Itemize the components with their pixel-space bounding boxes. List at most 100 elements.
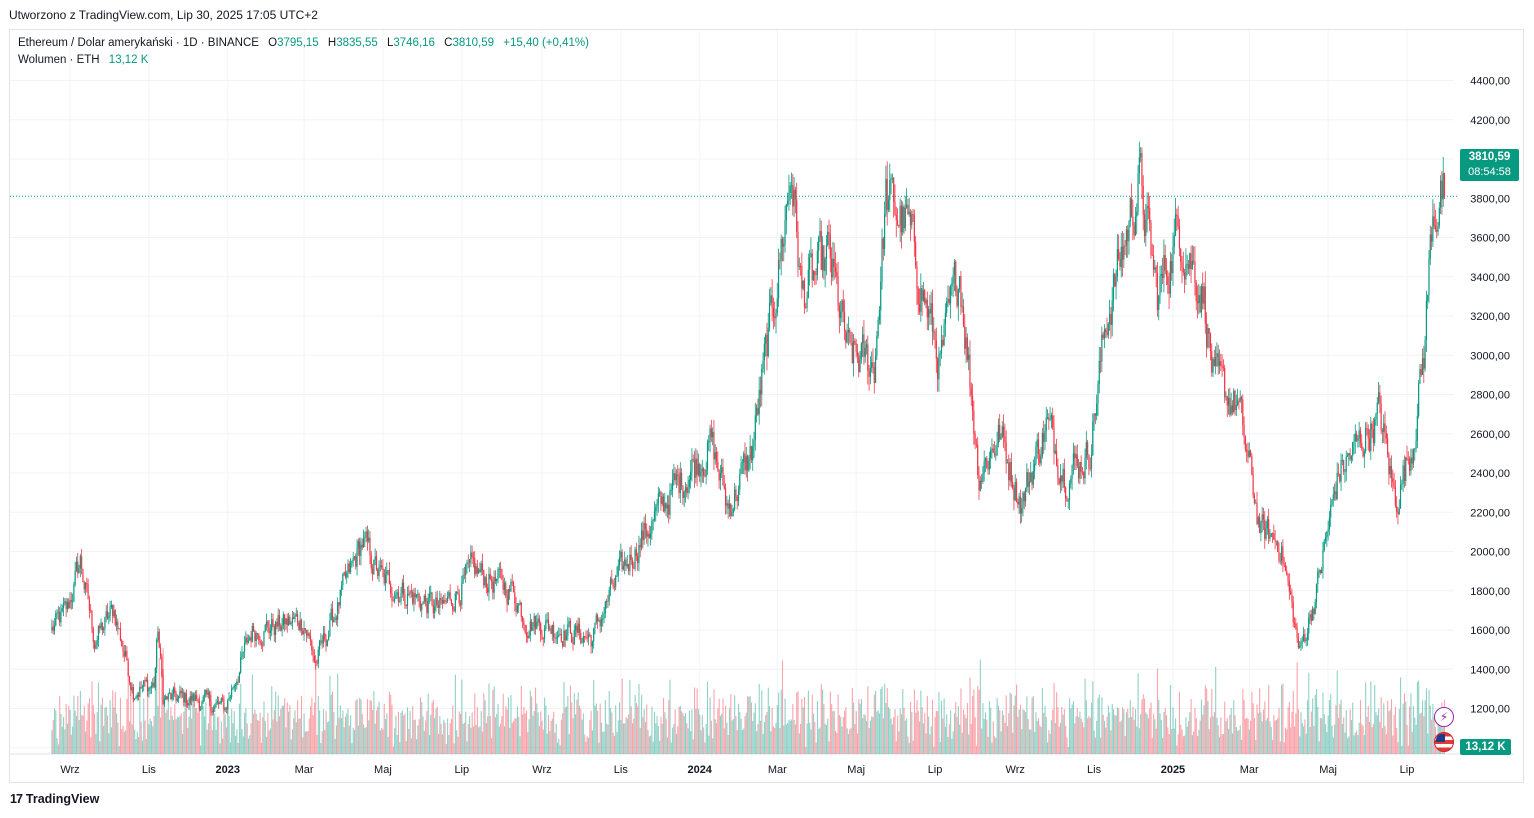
candle-body	[1237, 400, 1239, 405]
candle-body	[81, 556, 83, 570]
volume-bar	[779, 727, 781, 754]
y-tick-label: 2400,00	[1470, 468, 1510, 480]
volume-bar	[889, 708, 891, 754]
volume-bar	[749, 695, 751, 754]
candle-body	[1279, 560, 1281, 562]
candle-body	[457, 591, 459, 595]
volume-bar	[643, 709, 645, 754]
candle-body	[1300, 641, 1302, 646]
candle-body	[1359, 430, 1362, 443]
volume-bar	[1376, 715, 1378, 754]
volume-bar	[1339, 704, 1341, 754]
candle-body	[485, 577, 487, 588]
x-tick-label: Mar	[295, 764, 314, 776]
volume-bar	[97, 682, 100, 754]
volume-bar	[351, 743, 353, 754]
volume-bar	[842, 717, 844, 754]
symbol-label[interactable]: Ethereum / Dolar amerykański · 1D · BINA…	[18, 37, 259, 49]
candle-body	[590, 635, 592, 647]
volume-bar	[509, 727, 511, 754]
candle-body	[890, 178, 892, 180]
volume-bar	[946, 714, 948, 754]
candle-body	[390, 583, 392, 594]
candle-body	[903, 206, 905, 229]
candle-body	[175, 692, 177, 701]
volume-bar	[727, 734, 729, 754]
candle-body	[318, 640, 321, 650]
volume-bar	[496, 714, 498, 754]
volume-bar	[373, 690, 375, 754]
volume-bar	[1322, 692, 1324, 754]
volume-bar	[1269, 721, 1271, 754]
candle-body	[1388, 454, 1390, 475]
candle-body	[212, 708, 215, 713]
candle-body	[753, 439, 755, 447]
volume-bar	[458, 711, 460, 754]
candle-body	[1185, 264, 1187, 280]
candle-body	[1352, 442, 1354, 456]
volume-bar	[1101, 697, 1103, 754]
volume-bar	[410, 738, 412, 754]
volume-bar	[894, 709, 896, 754]
volume-bar	[425, 720, 427, 754]
volume-bar	[1274, 720, 1276, 754]
volume-bar	[484, 700, 486, 754]
candle-body	[719, 472, 721, 481]
volume-bar	[273, 710, 275, 754]
volume-bar	[1137, 673, 1139, 754]
candle-body	[821, 245, 824, 270]
candle-body	[479, 569, 481, 573]
candle-body	[877, 319, 879, 336]
candle-body	[1074, 453, 1076, 459]
candle-body	[128, 676, 131, 683]
candle-body	[624, 559, 626, 566]
volume-bar	[1165, 715, 1168, 754]
volume-bar	[1253, 718, 1256, 754]
volume-bar	[452, 705, 454, 754]
volume-bar	[1374, 685, 1376, 754]
volume-bar	[92, 705, 94, 754]
volume-bar	[1290, 727, 1292, 754]
volume-bar	[725, 705, 727, 754]
volume-bar	[1076, 708, 1078, 754]
volume-bar	[1204, 685, 1206, 754]
candle-body	[1167, 276, 1169, 285]
candle-body	[933, 331, 935, 333]
candle-body	[956, 291, 958, 307]
candle-body	[1101, 334, 1103, 362]
flag-icon[interactable]	[1434, 732, 1454, 752]
volume-bar	[878, 713, 881, 754]
candle-body	[207, 692, 209, 695]
candle-body	[1052, 415, 1054, 428]
volume-bar	[1325, 724, 1327, 754]
volume-bar	[869, 720, 871, 754]
volume-bar	[101, 697, 103, 754]
volume-bar	[1292, 690, 1294, 754]
volume-bar	[284, 698, 286, 754]
candle-body	[767, 327, 769, 357]
volume-bar	[1423, 716, 1425, 754]
volume-bar	[534, 687, 537, 754]
volume-bar	[1053, 683, 1055, 754]
volume-bar	[267, 712, 269, 754]
candle-body	[189, 695, 191, 704]
volume-bar	[108, 733, 110, 754]
volume-bar	[310, 706, 312, 754]
volume-bar	[363, 724, 365, 754]
candle-body	[812, 271, 815, 281]
volume-bar	[957, 706, 959, 754]
candle-body	[724, 488, 727, 506]
candle-body	[519, 602, 521, 605]
volume-bar	[432, 699, 434, 754]
candle-body	[794, 189, 796, 200]
volume-bar	[409, 710, 411, 754]
volume-bar	[1352, 702, 1354, 754]
candle-body	[622, 565, 625, 570]
volume-bar	[950, 710, 952, 754]
volume-bar	[1028, 729, 1031, 754]
volume-bar	[973, 689, 975, 754]
volume-bar	[784, 698, 786, 754]
bolt-icon[interactable]: ⚡	[1434, 707, 1454, 727]
volume-label[interactable]: Wolumen · ETH	[18, 54, 100, 66]
